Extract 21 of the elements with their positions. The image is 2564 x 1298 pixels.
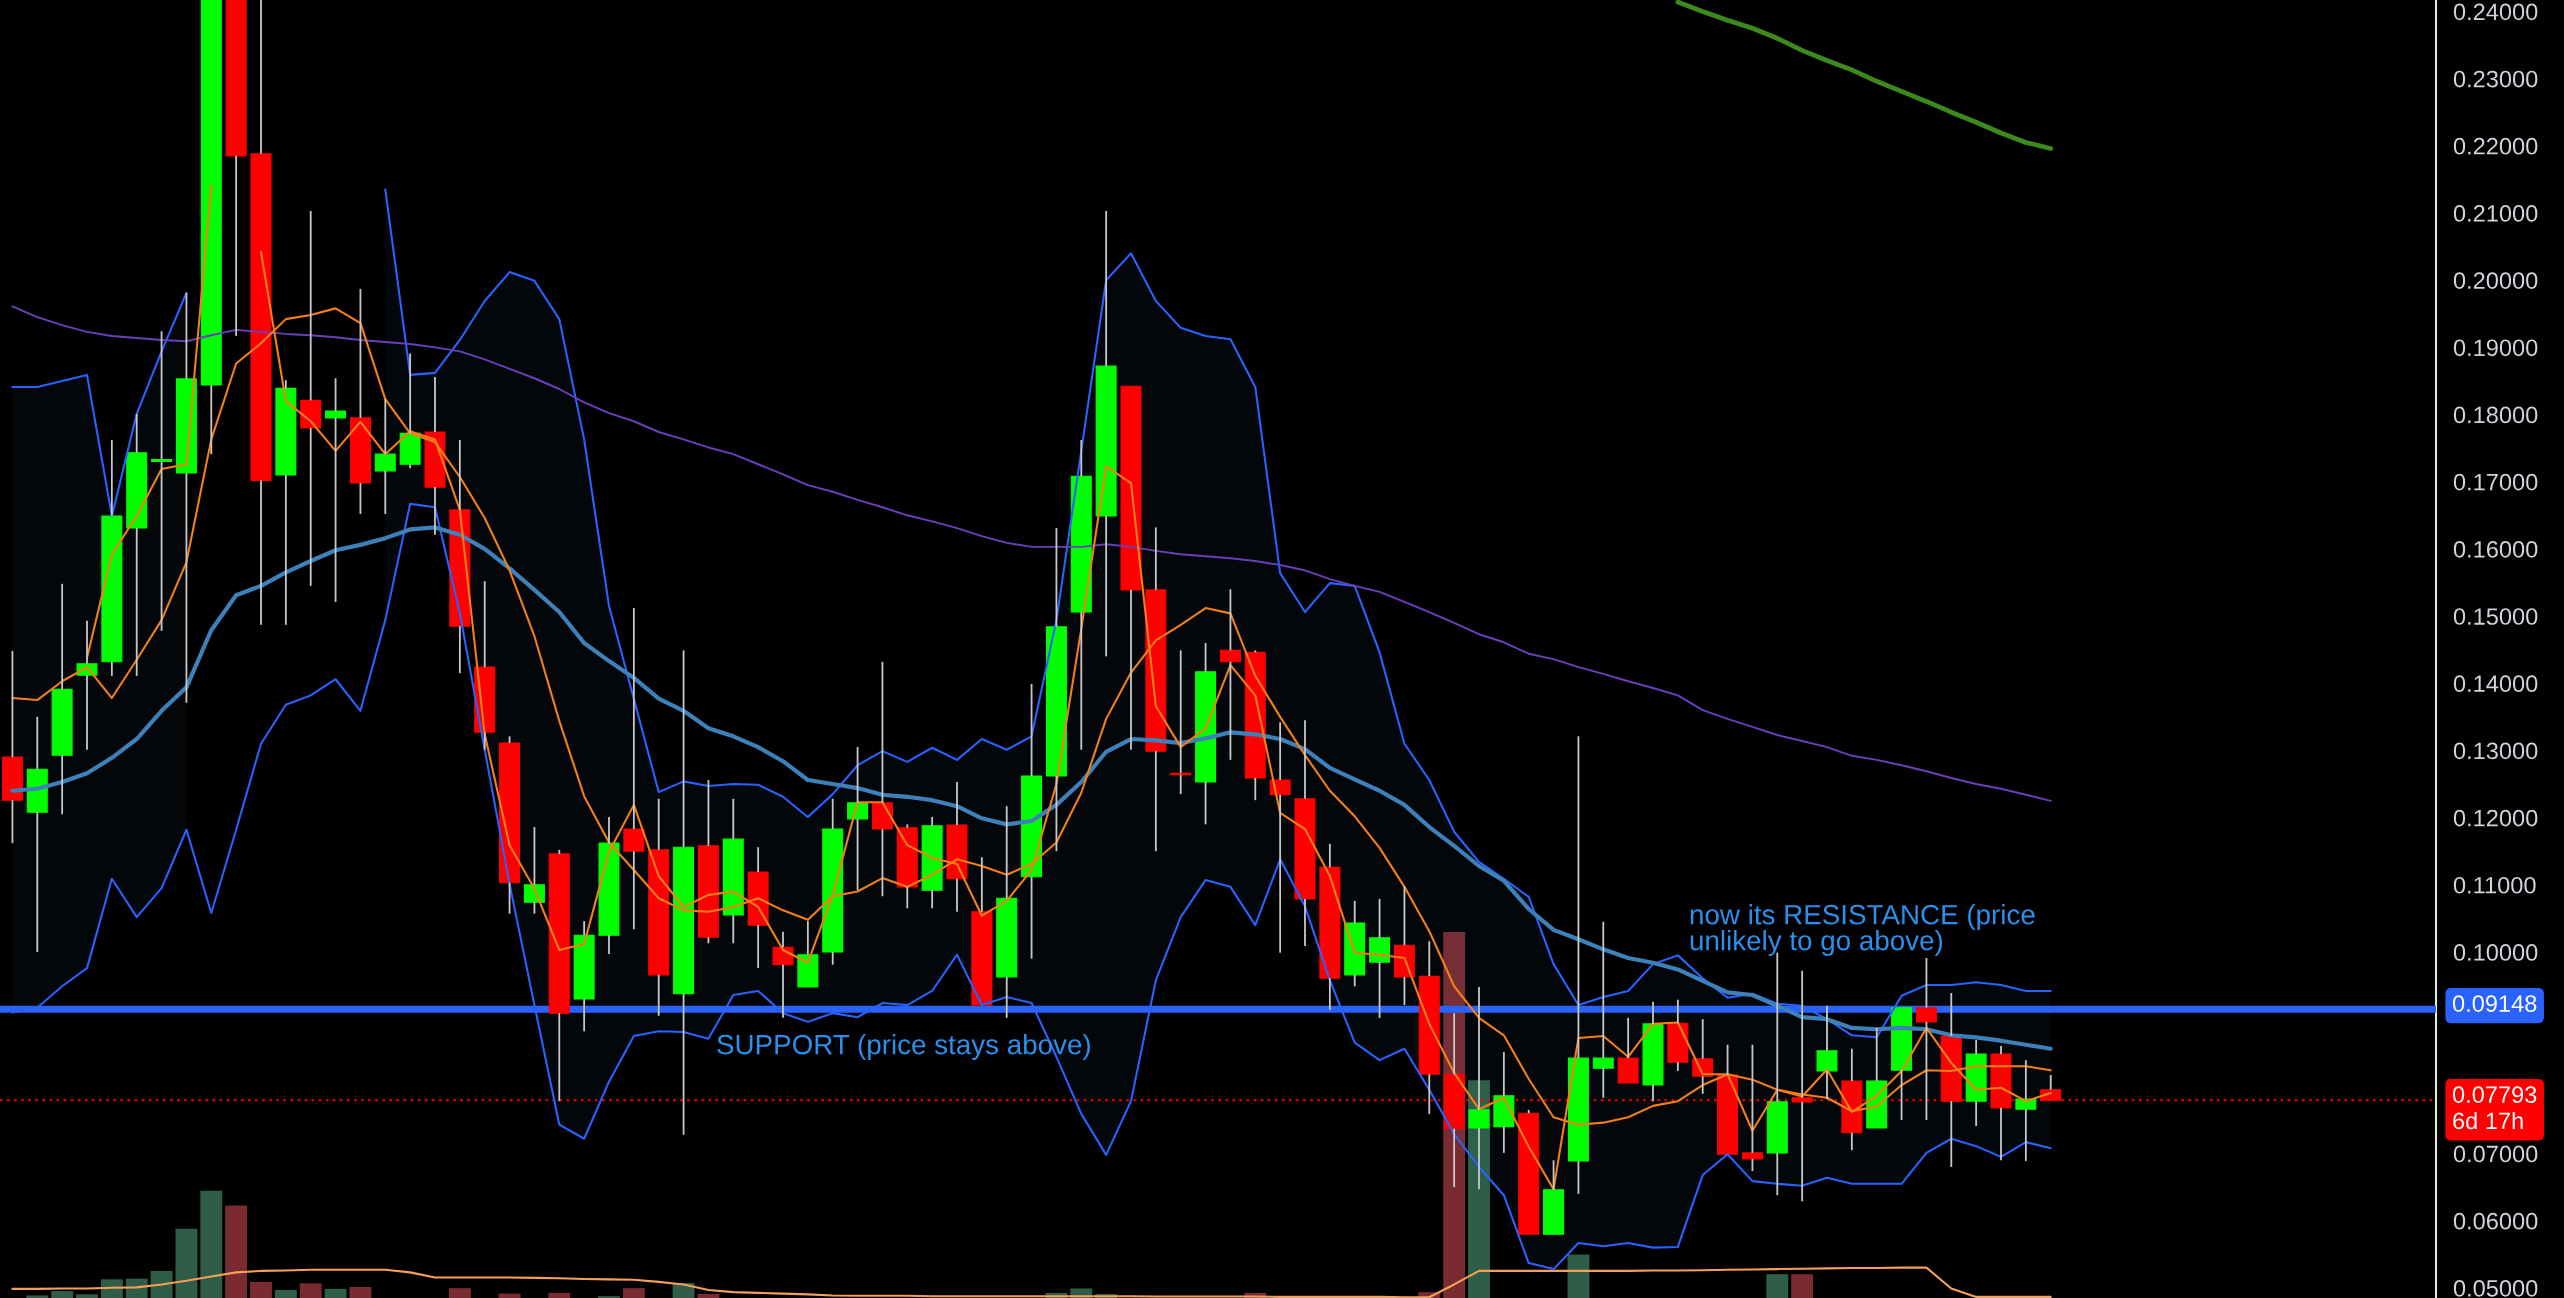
- y-tick-label: 0.20000: [2453, 272, 2538, 289]
- annotation: now its RESISTANCE (price unlikely to go above): [1690, 904, 2035, 956]
- y-tick-label: 0.17000: [2453, 473, 2538, 491]
- y-tick-label: 0.07000: [2453, 1145, 2538, 1163]
- y-tick-label: 0.06000: [2453, 1212, 2538, 1230]
- y-tick-label: 0.22000: [2453, 137, 2538, 155]
- y-tick-label: 0.19000: [2453, 339, 2538, 357]
- y-tick-label: 0.23000: [2453, 70, 2538, 88]
- y-tick-label: 0.12000: [2453, 809, 2538, 827]
- ref-line-label: 0.07793 6d 17h: [2452, 1086, 2537, 1130]
- y-tick-label: 0.05000: [2453, 1279, 2538, 1297]
- y-tick-label: 0.18000: [2453, 406, 2538, 424]
- y-tick-label: 0.11000: [2453, 876, 2536, 894]
- y-tick-label: 0.13000: [2453, 742, 2538, 760]
- y-tick-label: 0.15000: [2453, 608, 2538, 625]
- y-tick-label: 0.10000: [2453, 944, 2538, 961]
- y-tick-label: 0.14000: [2453, 675, 2538, 693]
- y-tick-label: 0.16000: [2453, 540, 2538, 558]
- y-tick-label: 0.21000: [2453, 205, 2538, 222]
- ref-line-label: 0.09148: [2452, 995, 2537, 1012]
- y-tick-label: 0.24000: [2453, 3, 2538, 21]
